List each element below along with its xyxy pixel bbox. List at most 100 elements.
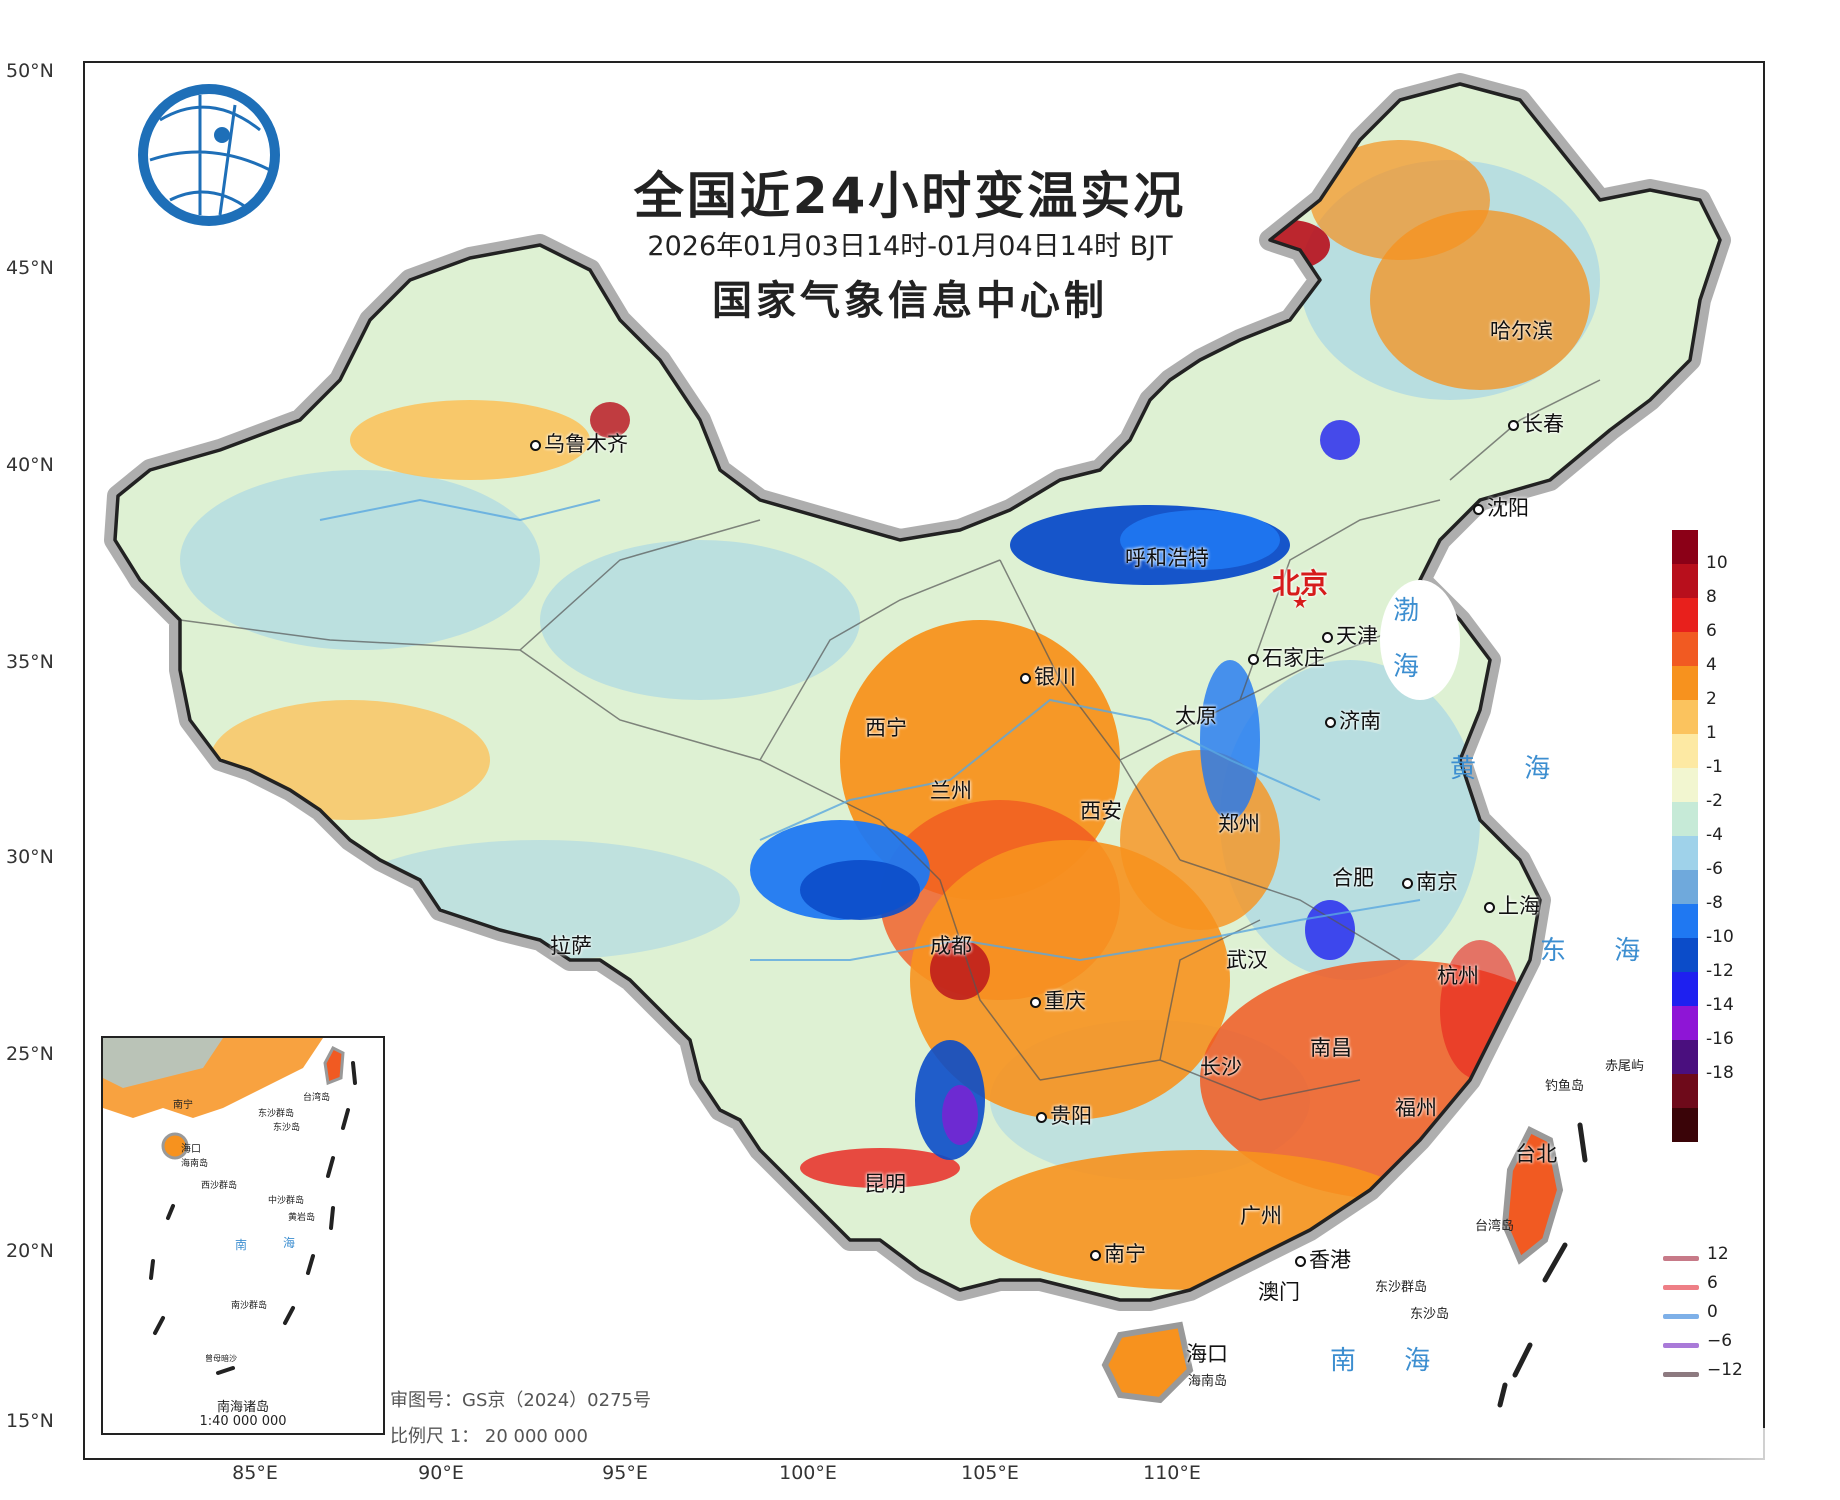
map-title: 全国近24小时变温实况 xyxy=(633,167,1187,225)
isoline-label: −12 xyxy=(1707,1360,1743,1380)
city-dot xyxy=(1402,877,1413,889)
legend-swatch xyxy=(1672,802,1698,836)
city-yinchuan: 银川 xyxy=(1020,661,1076,691)
isoline-swatch xyxy=(1663,1343,1699,1348)
city-label: 武汉 xyxy=(1226,948,1268,972)
color-legend: 10 8 6 4 2 1 -1 -2 -4 -6 -8 -10 -12 -14 -16 -18 xyxy=(1672,530,1734,1142)
capital-label: 北京 xyxy=(1272,567,1329,600)
city-nanning: 南宁 xyxy=(1090,1238,1146,1268)
city-label: 长春 xyxy=(1522,412,1564,436)
city-label: 沈阳 xyxy=(1487,496,1529,520)
city-tianjin: 天津 xyxy=(1322,620,1378,650)
inset-label-nansha: 南沙群岛 xyxy=(231,1301,268,1311)
legend-tick-label: -12 xyxy=(1706,961,1734,981)
legend-tick-label: -10 xyxy=(1706,927,1734,947)
city-nanchang: 南昌 xyxy=(1310,1032,1352,1062)
city-xining: 西宁 xyxy=(865,712,907,742)
legend-tick-label: -18 xyxy=(1706,1063,1734,1083)
city-dot xyxy=(1020,672,1031,684)
city-label: 呼和浩特 xyxy=(1125,546,1209,570)
city-hohhot: 呼和浩特 xyxy=(1125,542,1209,572)
inset-label-haikou: 海口 xyxy=(181,1144,201,1155)
taiwan-island xyxy=(1501,1125,1564,1265)
sea-label-bohai-1: 渤 xyxy=(1393,596,1440,626)
inset-label-dongsha-group: 东沙群岛 xyxy=(258,1109,295,1119)
city-label: 杭州 xyxy=(1437,964,1479,988)
city-haikou: 海口 xyxy=(1186,1338,1228,1368)
legend-tick-label: 8 xyxy=(1706,587,1717,607)
city-dot xyxy=(1090,1249,1101,1261)
city-label: 乌鲁木齐 xyxy=(544,432,628,456)
label-taiwan: 台湾岛 xyxy=(1475,1219,1515,1234)
watermark-fade xyxy=(1300,1428,1800,1478)
lat-label-25: 25°N xyxy=(6,1043,54,1065)
city-label: 香港 xyxy=(1309,1248,1351,1272)
city-label: 成都 xyxy=(930,934,972,958)
city-label: 西宁 xyxy=(865,716,907,740)
city-label: 太原 xyxy=(1175,704,1217,728)
city-dot xyxy=(1030,996,1041,1008)
legend-swatch xyxy=(1672,768,1698,802)
city-dot xyxy=(1484,901,1495,913)
city-label: 重庆 xyxy=(1044,989,1086,1013)
legend-tick-label: -16 xyxy=(1706,1029,1734,1049)
lat-label-50: 50°N xyxy=(6,60,54,82)
label-dongsha-group: 东沙群岛 xyxy=(1375,1280,1428,1295)
lat-label-40: 40°N xyxy=(6,454,54,476)
city-label: 广州 xyxy=(1240,1204,1282,1228)
china-border xyxy=(113,82,1722,1302)
city-label: 南京 xyxy=(1416,870,1458,894)
title-block: 全国近24小时变温实况 2026年01月03日14时-01月04日14时 BJT… xyxy=(560,0,1260,330)
city-dot xyxy=(1295,1255,1306,1267)
city-label: 济南 xyxy=(1339,709,1381,733)
legend-swatch xyxy=(1672,530,1698,564)
legend-swatch xyxy=(1672,564,1698,598)
sea-label-south: 南 海 xyxy=(1330,1346,1451,1376)
city-jinan: 济南 xyxy=(1325,705,1381,735)
lon-label-105: 105°E xyxy=(961,1462,1019,1484)
legend-swatch xyxy=(1672,1006,1698,1040)
legend-swatch xyxy=(1672,972,1698,1006)
lon-label-110: 110°E xyxy=(1143,1462,1201,1484)
legend-tick-label: -14 xyxy=(1706,995,1734,1015)
city-dot xyxy=(1325,716,1336,728)
bohai-sea xyxy=(1380,580,1460,700)
label-chiwei: 赤尾屿 xyxy=(1605,1059,1645,1074)
legend-tick-label: -6 xyxy=(1706,859,1723,879)
city-chengdu: 成都 xyxy=(930,930,972,960)
isoline-label: 12 xyxy=(1707,1244,1729,1264)
legend-tick-label: 4 xyxy=(1706,655,1717,675)
city-label: 上海 xyxy=(1498,894,1540,918)
city-label: 合肥 xyxy=(1332,866,1374,890)
nine-dash-line xyxy=(1497,1122,1588,1408)
city-harbin: 哈尔滨 xyxy=(1490,315,1553,345)
city-label: 澳门 xyxy=(1258,1280,1300,1304)
legend-tick-label: -2 xyxy=(1706,791,1723,811)
inset-label-hainan: 海南岛 xyxy=(181,1159,209,1169)
legend-swatch xyxy=(1672,1040,1698,1074)
city-hefei: 合肥 xyxy=(1332,862,1374,892)
legend-tick-label: -4 xyxy=(1706,825,1723,845)
inset-label-dongsha: 东沙岛 xyxy=(273,1123,301,1133)
city-beijing-star: ★ xyxy=(1292,592,1309,613)
legend-swatch xyxy=(1672,836,1698,870)
isoline-swatch xyxy=(1663,1285,1699,1290)
city-lhasa: 拉萨 xyxy=(550,930,592,960)
city-wuhan: 武汉 xyxy=(1226,944,1268,974)
legend-swatch xyxy=(1672,734,1698,768)
inset-label-huangyan: 黄岩岛 xyxy=(288,1213,316,1223)
sea-label-yellow: 黄 海 xyxy=(1450,754,1571,784)
inset-label-nanning: 南宁 xyxy=(173,1100,193,1111)
legend-tick-label: 2 xyxy=(1706,689,1717,709)
city-shijiazhuang: 石家庄 xyxy=(1248,642,1325,672)
city-urumqi: 乌鲁木齐 xyxy=(530,428,628,458)
city-label: 拉萨 xyxy=(550,934,592,958)
inset-label-zhongsha: 中沙群岛 xyxy=(268,1196,305,1206)
legend-swatch xyxy=(1672,1108,1698,1142)
inset-title: 南海诸岛 xyxy=(216,1400,269,1415)
city-kunming: 昆明 xyxy=(864,1168,906,1198)
city-hongkong: 香港 xyxy=(1295,1244,1351,1274)
legend-swatch xyxy=(1672,870,1698,904)
city-label: 长沙 xyxy=(1200,1055,1242,1079)
isoline-swatch xyxy=(1663,1314,1699,1319)
